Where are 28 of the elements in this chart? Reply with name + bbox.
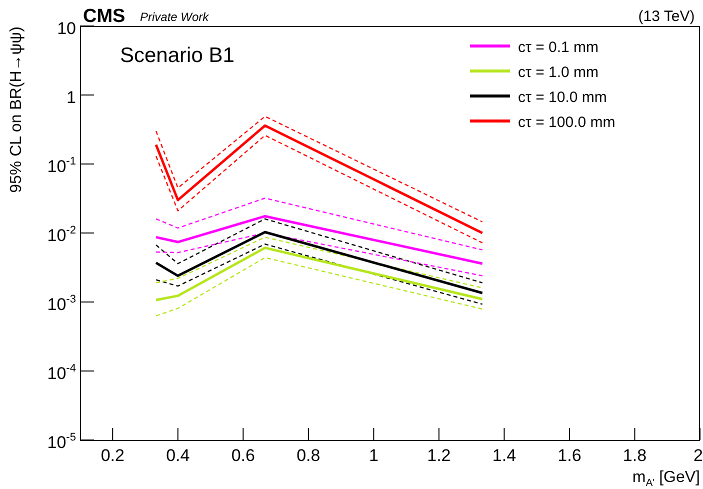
legend-label: cτ = 100.0 mm	[518, 114, 616, 131]
line-series	[155, 116, 483, 222]
line-series	[155, 218, 483, 284]
legend-label: cτ = 0.1 mm	[518, 39, 599, 56]
y-tick-label: 1	[66, 88, 76, 107]
line-series	[155, 134, 483, 244]
line-series	[155, 232, 483, 276]
text: Private Work	[140, 10, 210, 24]
legend-label: cτ = 1.0 mm	[518, 64, 599, 81]
legend-label: cτ = 10.0 mm	[518, 89, 607, 106]
y-axis-title: 95% CL on BR(H→ψψ)	[8, 26, 25, 193]
x-tick-label: 0.8	[296, 446, 320, 465]
annotation: CMS	[83, 6, 126, 27]
x-tick-label: 1.6	[558, 446, 582, 465]
x-tick-label: 2	[694, 446, 703, 465]
line-series	[155, 257, 483, 316]
x-tick-label: 1.4	[492, 446, 516, 465]
x-tick-label: 1.2	[427, 446, 451, 465]
x-tick-label: 1.8	[622, 446, 647, 465]
y-tick-label: 10	[57, 19, 76, 38]
line-series	[155, 236, 483, 289]
line-series	[155, 198, 483, 250]
x-tick-label: 0.6	[231, 446, 255, 465]
x-tick-label: 1	[368, 446, 378, 465]
text: (13 TeV)	[638, 8, 695, 25]
x-tick-label: 0.4	[166, 446, 190, 465]
text: Scenario B1	[120, 44, 234, 67]
x-tick-label: 0.2	[100, 446, 124, 465]
